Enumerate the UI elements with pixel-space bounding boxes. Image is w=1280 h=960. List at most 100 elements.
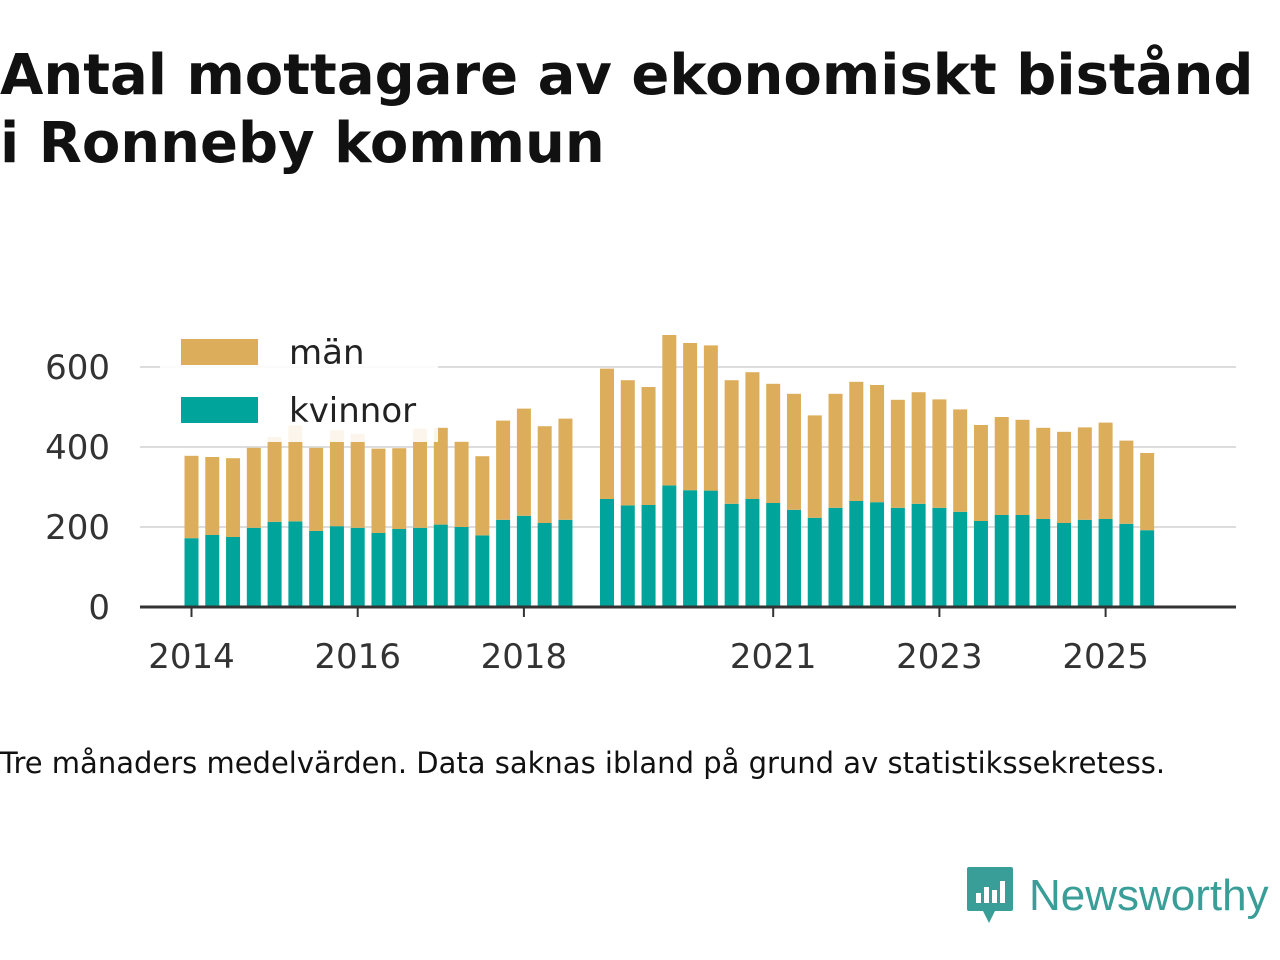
bar-kvinnor [683, 490, 698, 607]
bar-kvinnor [1098, 519, 1113, 607]
bar-man [683, 343, 698, 491]
newsworthy-logo-icon [967, 867, 1013, 923]
bar-kvinnor [350, 527, 365, 607]
bar-kvinnor [994, 515, 1009, 607]
bar-kvinnor [246, 527, 261, 607]
bar-kvinnor [558, 519, 573, 607]
newsworthy-logo: Newsworthy [965, 865, 1269, 927]
bar-man [475, 456, 490, 536]
bar-man [1077, 427, 1092, 520]
bars [184, 335, 1155, 607]
bar-man [205, 457, 220, 535]
bar-man [870, 385, 885, 503]
bar-man [1098, 422, 1113, 519]
bar-kvinnor [267, 521, 282, 607]
bar-man [433, 427, 448, 525]
bar-man [184, 455, 199, 539]
y-tick-label: 200 [45, 508, 110, 548]
legend-swatch [181, 339, 258, 365]
y-tick-label: 600 [45, 348, 110, 388]
bar-kvinnor [849, 501, 864, 607]
bar-man [662, 335, 677, 486]
bar-man [1036, 427, 1051, 519]
bar-kvinnor [537, 523, 552, 607]
bar-kvinnor [807, 517, 822, 607]
bar-kvinnor [1036, 519, 1051, 607]
bar-man [620, 380, 635, 506]
bar-kvinnor [433, 524, 448, 607]
bar-man [745, 372, 760, 499]
bar-man [911, 392, 926, 504]
x-tick-label: 2016 [314, 637, 401, 677]
bar-kvinnor [620, 505, 635, 607]
bar-kvinnor [413, 527, 428, 607]
bar-man [392, 448, 407, 529]
x-tick-label: 2021 [730, 637, 817, 677]
bar-kvinnor [932, 507, 947, 607]
bar-man [890, 399, 905, 508]
bar-man [994, 417, 1009, 515]
bar-kvinnor [828, 507, 843, 607]
y-tick-label: 400 [45, 428, 110, 468]
bar-man [350, 433, 365, 528]
chart-note: Tre månaders medelvärden. Data saknas ib… [0, 746, 1166, 780]
bar-kvinnor [766, 503, 781, 607]
bar-kvinnor [371, 533, 386, 607]
bar-kvinnor [870, 502, 885, 607]
bar-kvinnor [392, 529, 407, 607]
bar-kvinnor [475, 535, 490, 607]
x-tick-label: 2018 [481, 637, 568, 677]
bar-kvinnor [329, 526, 344, 607]
bar-man [641, 387, 656, 505]
bar-kvinnor [703, 490, 718, 607]
bar-kvinnor [973, 521, 988, 607]
bar-kvinnor [1015, 515, 1030, 607]
bar-man [246, 447, 261, 528]
bar-man [828, 393, 843, 508]
bar-kvinnor [309, 531, 324, 607]
bar-man [849, 381, 864, 501]
bar-man [1119, 440, 1134, 524]
bar-man [413, 428, 428, 528]
bar-kvinnor [786, 509, 801, 607]
bar-man [766, 383, 781, 503]
bar-man [226, 458, 241, 537]
x-tick-label: 2023 [896, 637, 983, 677]
bar-kvinnor [226, 537, 241, 607]
bar-man [371, 448, 386, 533]
bar-man [932, 399, 947, 508]
bar-man [724, 380, 739, 504]
legend: män kvinnor [160, 322, 438, 442]
bar-man [1057, 431, 1072, 523]
bar-kvinnor [516, 515, 531, 607]
bar-kvinnor [890, 507, 905, 607]
bar-kvinnor [205, 535, 220, 607]
y-tick-label: 0 [88, 588, 110, 628]
bar-kvinnor [288, 521, 303, 607]
bar-man [454, 441, 469, 527]
bar-man [786, 393, 801, 510]
bar-man [973, 425, 988, 521]
bar-kvinnor [1140, 530, 1155, 607]
bar-man [558, 418, 573, 520]
legend-swatch [181, 397, 258, 423]
chart-title: Antal mottagare av ekonomiskt bistånd i … [0, 43, 1254, 176]
bar-kvinnor [1077, 519, 1092, 607]
bar-kvinnor [662, 485, 677, 607]
bar-man [309, 447, 324, 531]
bar-man [953, 409, 968, 512]
bar-kvinnor [724, 503, 739, 607]
bar-kvinnor [600, 499, 614, 607]
bar-man [600, 368, 614, 499]
bar-kvinnor [1057, 523, 1072, 607]
x-tick-label: 2025 [1062, 637, 1149, 677]
bar-man [329, 430, 344, 527]
bar-man [288, 425, 303, 522]
legend-label: män [289, 333, 365, 373]
bar-man [496, 420, 511, 520]
bar-man [516, 408, 531, 516]
brand-name: Newsworthy [1029, 871, 1269, 920]
bar-man [537, 426, 552, 523]
y-axis-labels: 0 200 400 600 [45, 348, 110, 628]
